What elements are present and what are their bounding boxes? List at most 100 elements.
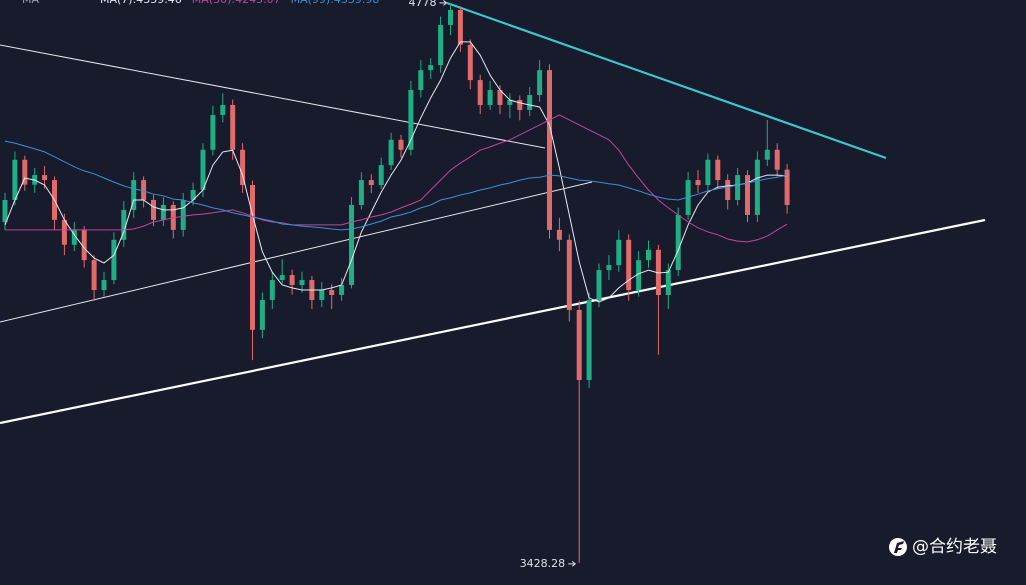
- trend-line: [0, 44, 546, 149]
- candle-body: [675, 214, 681, 271]
- candle-body: [220, 104, 226, 115]
- candle-body: [556, 229, 562, 240]
- candle-body: [725, 180, 731, 200]
- candle-body: [576, 309, 582, 381]
- candle-body: [2, 199, 8, 222]
- candle-body: [626, 239, 632, 291]
- candle-body: [754, 159, 760, 215]
- candle-body: [190, 190, 196, 200]
- candle-body: [378, 165, 384, 186]
- candle-body: [735, 175, 741, 200]
- candle-body: [566, 239, 572, 310]
- candle-body: [497, 90, 503, 105]
- candle-body: [586, 299, 592, 381]
- candle-body: [141, 180, 147, 200]
- watermark-icon: [889, 538, 907, 556]
- candle-body: [259, 299, 265, 330]
- candle-body: [131, 180, 137, 210]
- candle-body: [319, 290, 325, 300]
- legend-entry: MA(7):4359.46: [100, 0, 182, 6]
- candle-body: [358, 180, 364, 205]
- candle-body: [210, 114, 216, 150]
- candle-body: [705, 159, 711, 186]
- candle-body: [438, 24, 444, 66]
- ma-line: [4, 41, 788, 303]
- candle-body: [91, 260, 97, 291]
- candle-body: [81, 229, 87, 261]
- legend-entry: MA(99):4339.98: [291, 0, 380, 6]
- candle-body: [448, 9, 453, 25]
- candle-body: [616, 239, 622, 266]
- candle-body: [349, 204, 354, 286]
- candle-body: [606, 265, 612, 271]
- candle-body: [388, 139, 394, 166]
- candle-body: [764, 149, 770, 160]
- candle-body: [507, 99, 513, 105]
- price-arrow: [439, 0, 448, 6]
- candle-body: [457, 9, 463, 45]
- candle-body: [279, 275, 285, 281]
- candle-body: [151, 199, 156, 220]
- candle-body: [517, 99, 523, 110]
- candle-body: [715, 159, 721, 181]
- candle-body: [537, 70, 543, 96]
- price-label: 3428.28: [520, 557, 566, 570]
- price-arrow: [568, 561, 576, 567]
- candle-body: [477, 80, 483, 105]
- candle-body: [329, 290, 335, 295]
- labels: MA @合约老聂 MA(7):4359.46 MA(30):4245.07 MA(9…: [22, 0, 997, 570]
- candle-body: [547, 70, 552, 230]
- candle-body: [269, 280, 275, 300]
- candle-body: [12, 159, 18, 200]
- candles: [2, 2, 790, 563]
- candle-body: [784, 169, 790, 205]
- candle-body: [527, 95, 533, 110]
- candle-body: [655, 249, 661, 295]
- candle-body: [745, 175, 750, 215]
- candle-body: [487, 90, 493, 105]
- trend-line: [0, 218, 986, 425]
- candle-body: [250, 185, 255, 330]
- candle-body: [200, 149, 206, 191]
- candle-body: [665, 270, 671, 295]
- ma-line: [5, 114, 788, 243]
- candle-body: [230, 104, 236, 150]
- candle-body: [646, 249, 651, 261]
- trend-lines: [0, 1, 986, 425]
- candle-body: [695, 180, 701, 186]
- candle-body: [596, 270, 602, 300]
- price-label: 4778: [409, 0, 437, 9]
- candle-body: [71, 229, 77, 245]
- legend-entry: MA(30):4245.07: [192, 0, 281, 6]
- candle-body: [339, 285, 345, 295]
- candle-body: [160, 204, 166, 220]
- candle-body: [774, 149, 780, 170]
- candle-body: [418, 70, 424, 91]
- ma-line: [4, 140, 788, 231]
- candle-body: [428, 65, 434, 71]
- candle-body: [299, 280, 305, 286]
- candle-body: [180, 199, 186, 230]
- candle-body: [467, 44, 473, 81]
- watermark-glyph: [894, 541, 904, 553]
- candle-body: [240, 149, 246, 186]
- watermark: @合约老聂: [912, 537, 997, 557]
- candle-body: [289, 275, 295, 286]
- candle-body: [408, 90, 414, 150]
- candle-body: [22, 159, 28, 185]
- candle-body: [42, 175, 48, 181]
- candle-body: [121, 209, 127, 240]
- candle-body: [368, 180, 374, 186]
- moving-averages: [4, 41, 788, 303]
- candle-body: [398, 139, 404, 150]
- trend-line: [0, 181, 593, 323]
- candle-body: [101, 280, 107, 291]
- legend-title: MA: [22, 0, 39, 6]
- candle-body: [636, 260, 642, 291]
- candle-body: [61, 219, 67, 245]
- trend-line: [446, 1, 887, 160]
- candle-body: [111, 239, 117, 281]
